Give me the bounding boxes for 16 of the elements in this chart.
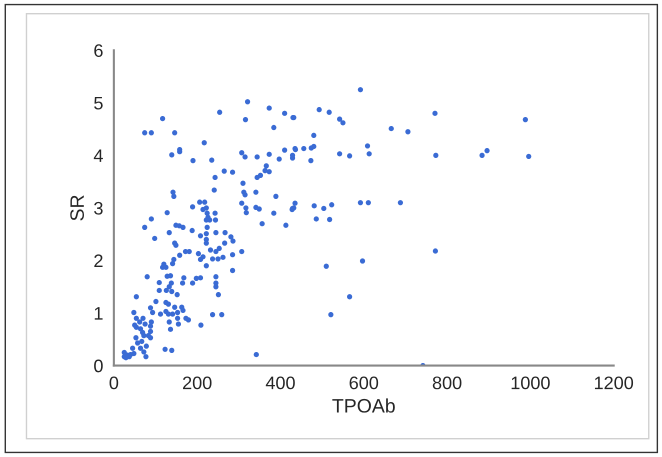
y-axis-title: SR [70, 195, 84, 221]
y-tick-label: 1 [94, 307, 103, 320]
x-tick-label: 400 [266, 376, 295, 390]
y-tick-label: 0 [94, 360, 103, 372]
x-tick-label: 1200 [594, 376, 634, 390]
x-tick-label: 600 [350, 376, 378, 390]
x-tick-label: 1000 [512, 376, 550, 390]
x-tick-label: 200 [183, 376, 212, 390]
y-tick-label: 2 [94, 254, 103, 268]
y-tick-label: 5 [94, 96, 103, 110]
y-tick-label: 6 [94, 44, 103, 57]
y-tick-label: 3 [94, 202, 103, 215]
x-axis-title: TPOAb [332, 398, 395, 413]
x-tick-label: 0 [110, 376, 118, 390]
x-tick-label: 800 [432, 376, 462, 390]
y-tick-label: 4 [94, 150, 103, 162]
